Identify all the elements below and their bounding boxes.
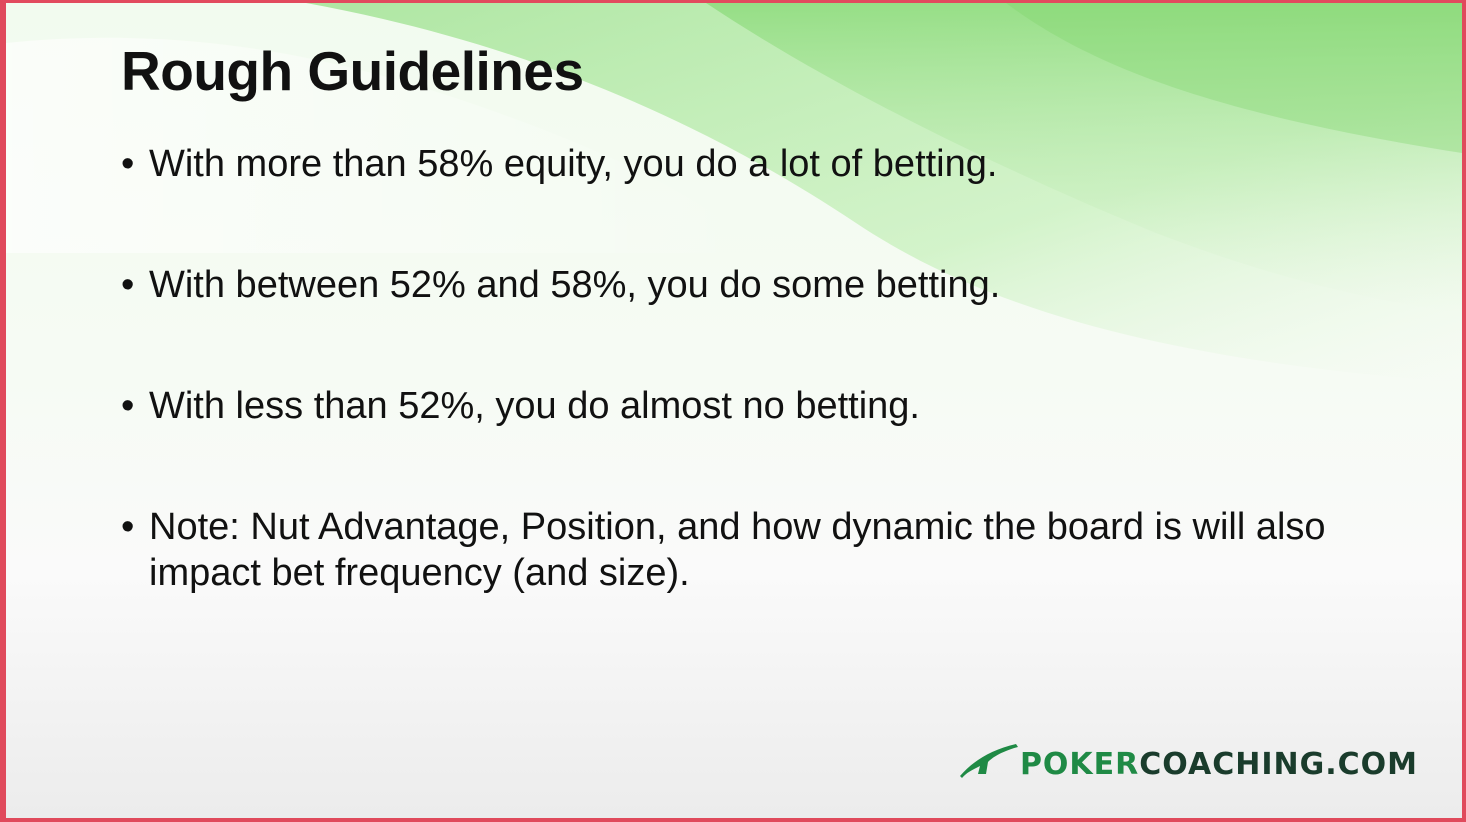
bullet-item: • Note: Nut Advantage, Position, and how…	[121, 504, 1381, 596]
swoosh-icon	[959, 744, 1018, 778]
bullet-glyph: •	[121, 506, 135, 548]
slide-title: Rough Guidelines	[121, 40, 584, 102]
bullet-glyph: •	[121, 143, 135, 185]
logo-text-coaching: COACHING.COM	[1139, 747, 1418, 782]
bullet-glyph: •	[121, 385, 135, 427]
pokercoaching-logo: POKER COACHING.COM	[958, 740, 1418, 780]
bullet-text: With between 52% and 58%, you do some be…	[149, 264, 1001, 306]
bullet-text: With more than 58% equity, you do a lot …	[149, 143, 998, 185]
bullet-item: • With more than 58% equity, you do a lo…	[121, 141, 1381, 187]
bullet-item: • With less than 52%, you do almost no b…	[121, 383, 1381, 429]
green-wave-background	[6, 3, 1462, 383]
bullet-text: Note: Nut Advantage, Position, and how d…	[149, 506, 1326, 594]
bullet-glyph: •	[121, 264, 135, 306]
bullet-item: • With between 52% and 58%, you do some …	[121, 262, 1381, 308]
bullet-list: • With more than 58% equity, you do a lo…	[121, 141, 1381, 671]
logo-text-poker: POKER	[1019, 747, 1140, 782]
bullet-text: With less than 52%, you do almost no bet…	[149, 385, 920, 427]
